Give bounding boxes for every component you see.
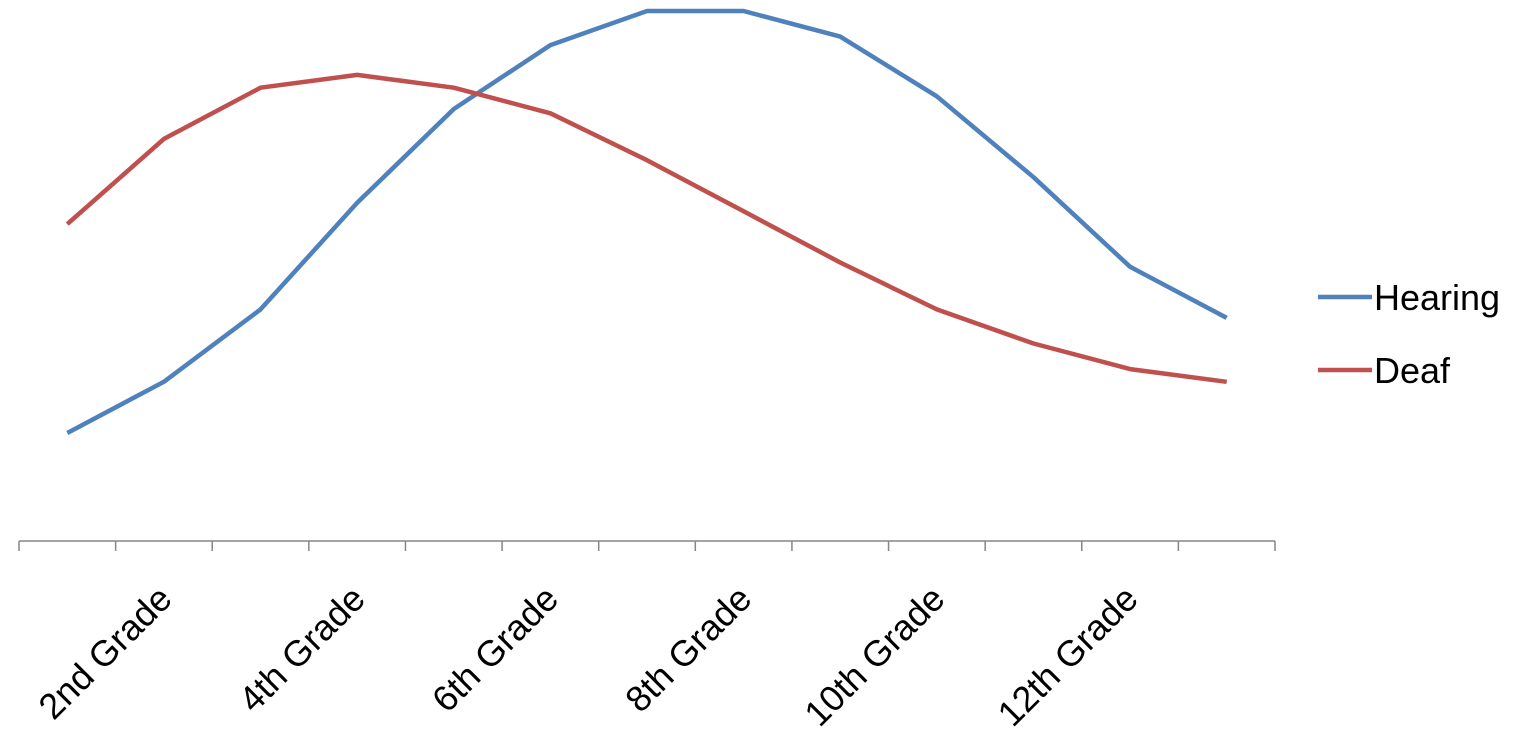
x-tick-label: 6th Grade: [424, 578, 566, 720]
series-layer: [65, 8, 1228, 435]
x-tick-label: 4th Grade: [231, 578, 373, 720]
series-line-deaf: [65, 72, 1227, 385]
legend-label-hearing: Hearing: [1374, 277, 1500, 318]
legend: Hearing Deaf: [1318, 277, 1500, 391]
x-tick-label: 8th Grade: [617, 578, 759, 720]
x-tick-label: 2nd Grade: [30, 578, 179, 727]
series-line-hearing: [66, 8, 1228, 435]
x-tick-labels: 2nd Grade 4th Grade 6th Grade 8th Grade 10th…: [30, 578, 1145, 734]
x-tick-label: 10th Grade: [796, 578, 952, 734]
legend-label-deaf: Deaf: [1374, 350, 1451, 391]
x-axis: [18, 540, 1276, 551]
x-tick-label: 12th Grade: [989, 578, 1145, 734]
